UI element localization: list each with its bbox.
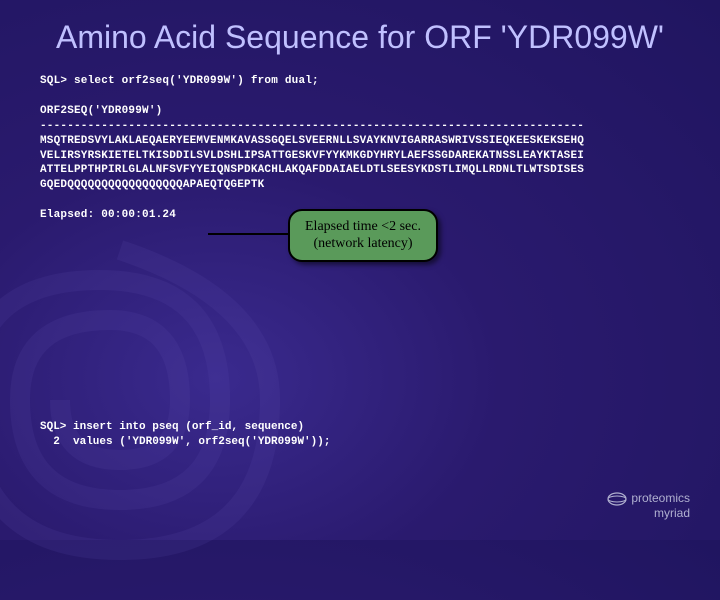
logo-icon — [607, 492, 627, 506]
seq-line-4: GQEDQQQQQQQQQQQQQQQQQAPAEQTQGEPTK — [40, 179, 264, 191]
seq-line-2: VELIRSYRSKIETELTKISDDILSVLDSHLIPSATTGESK… — [40, 150, 584, 162]
elapsed-time: Elapsed: 00:00:01.24 — [40, 209, 176, 221]
footer-line-2: myriad — [607, 506, 690, 522]
sql-divider: ----------------------------------------… — [40, 120, 584, 132]
page-title: Amino Acid Sequence for ORF 'YDR099W' — [0, 0, 720, 64]
footer: proteomics myriad — [607, 491, 690, 522]
insert-line-1: SQL> insert into pseq (orf_id, sequence) — [40, 421, 304, 433]
callout-box: Elapsed time <2 sec. (network latency) — [288, 209, 438, 263]
sql-insert: SQL> insert into pseq (orf_id, sequence)… — [0, 420, 370, 450]
footer-line-1: proteomics — [631, 491, 690, 505]
sql-query: SQL> select orf2seq('YDR099W') from dual… — [40, 75, 319, 87]
background-swirl — [0, 200, 320, 600]
insert-line-2: 2 values ('YDR099W', orf2seq('YDR099W'))… — [40, 436, 330, 448]
seq-line-1: MSQTREDSVYLAKLAEQAERYEEMVENMKAVASSGQELSV… — [40, 135, 584, 147]
seq-line-3: ATTELPPTHPIRLGLALNFSVFYYEIQNSPDKACHLAKQA… — [40, 164, 584, 176]
callout-connector — [208, 233, 288, 235]
sql-output: SQL> select orf2seq('YDR099W') from dual… — [0, 64, 720, 222]
sql-header: ORF2SEQ('YDR099W') — [40, 105, 162, 117]
